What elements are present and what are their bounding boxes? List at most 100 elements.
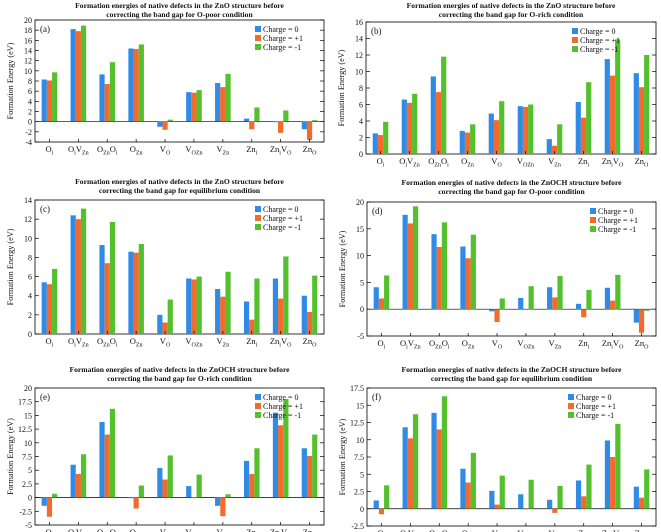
bar: [191, 279, 197, 334]
x-tick-label: ZniVO: [602, 528, 624, 532]
x-tick-label: VZn: [216, 527, 229, 532]
y-tick-label: 7.5: [22, 453, 32, 462]
panel-label: (c): [40, 204, 50, 214]
bar: [80, 25, 87, 122]
bar: [373, 500, 379, 509]
legend-swatch: [255, 35, 261, 41]
bar: [402, 214, 408, 310]
bar: [644, 469, 650, 509]
bar: [402, 427, 408, 509]
bar: [109, 408, 116, 498]
bar: [283, 256, 289, 334]
x-tick-label: VOZn: [517, 338, 534, 351]
bar: [138, 485, 144, 498]
chart-title-line1: Formation energies of native defects in …: [69, 365, 290, 374]
bar: [215, 289, 221, 334]
y-tick-label: 10: [356, 252, 364, 261]
x-tick-label: Zni: [578, 528, 589, 532]
bar: [46, 80, 53, 122]
bar: [575, 480, 582, 509]
y-axis-label: Formation Energy (eV): [6, 228, 15, 305]
bar: [283, 110, 289, 122]
x-tick-label: VZn: [548, 528, 561, 532]
chart-title-line2: correcting the band gap for O-rich condi…: [439, 10, 584, 19]
x-tick-label: ZnO: [303, 336, 317, 349]
bar: [494, 504, 500, 509]
x-tick-label: ZniVO: [270, 527, 292, 532]
chart-title-line2: correcting the band gap for O-poor condi…: [106, 10, 253, 19]
legend-swatch: [255, 26, 261, 32]
chart-title-line1: Formation energies of native defects in …: [401, 365, 622, 374]
bar: [401, 99, 407, 154]
bar: [644, 55, 650, 154]
legend-label: Charge = +1: [263, 34, 303, 43]
bar: [162, 322, 168, 334]
y-axis-label: Formation Energy (eV): [338, 230, 347, 307]
y-tick-label: 10: [356, 436, 364, 445]
bar: [557, 485, 563, 509]
x-tick-label: VO: [492, 528, 503, 532]
x-tick-label: Zni: [246, 527, 257, 532]
bar: [383, 121, 389, 154]
y-tick-label: 10: [24, 234, 32, 243]
bar: [436, 429, 442, 509]
bar: [70, 29, 76, 122]
legend-swatch: [572, 37, 578, 43]
bar: [99, 74, 105, 122]
bar: [580, 117, 587, 154]
bar: [301, 121, 307, 130]
y-tick-label: 5: [360, 278, 364, 287]
bar: [499, 475, 505, 509]
plot-frame: [366, 201, 657, 337]
bar: [430, 76, 436, 154]
x-tick-label: VOZn: [517, 528, 534, 532]
x-tick-label: ZnO: [635, 156, 649, 169]
bar: [528, 479, 534, 509]
bar: [638, 497, 645, 509]
y-tick-label: -2.5: [19, 507, 32, 516]
bar: [133, 497, 139, 509]
bar: [499, 101, 505, 154]
y-tick-label: 20: [356, 198, 364, 207]
chart-title-line1: Formation energies of native defects in …: [401, 178, 622, 187]
bar: [406, 102, 413, 154]
bar: [378, 298, 385, 310]
x-tick-label: VO: [160, 144, 171, 157]
y-tick-label: 12.5: [350, 419, 364, 428]
y-tick-label: 12: [24, 215, 32, 224]
legend-label: Charge = 0: [263, 25, 298, 34]
bar: [128, 251, 134, 334]
y-axis-label: Formation Energy (eV): [6, 418, 15, 495]
x-tick-label: OZn: [130, 527, 143, 532]
bar: [528, 286, 534, 310]
chart-title-line2: correcting the band gap for O-poor condi…: [438, 187, 585, 196]
bar: [431, 412, 437, 509]
x-tick-label: OiVZn: [68, 144, 89, 157]
x-tick-label: VO: [492, 338, 503, 351]
bar: [306, 455, 313, 498]
bar: [70, 215, 76, 334]
panel-label: (f): [372, 392, 381, 402]
y-tick-label: 17.5: [350, 384, 364, 393]
bar: [638, 87, 645, 154]
bar: [75, 219, 81, 334]
x-tick-label: OZn: [130, 144, 143, 157]
x-tick-label: VO: [160, 527, 171, 532]
y-tick-label: 16: [355, 18, 363, 27]
chart-panel-4: Formation energies of native defects in …: [338, 178, 657, 351]
y-tick-label: 18: [24, 26, 32, 35]
x-tick-label: OZnOi: [428, 156, 449, 169]
x-tick-label: Zni: [578, 156, 589, 169]
chart-panel-2: Formation energies of native defects in …: [337, 1, 657, 169]
y-tick-label: -4: [25, 138, 32, 147]
bar: [528, 104, 534, 154]
bar: [109, 222, 116, 334]
bar: [215, 83, 221, 122]
bar: [493, 120, 500, 154]
y-tick-label: -5: [357, 332, 364, 341]
bar: [412, 93, 418, 154]
bar: [586, 464, 592, 509]
y-tick-label: 2.5: [354, 488, 364, 497]
legend-swatch: [572, 28, 578, 34]
bar: [167, 119, 173, 122]
